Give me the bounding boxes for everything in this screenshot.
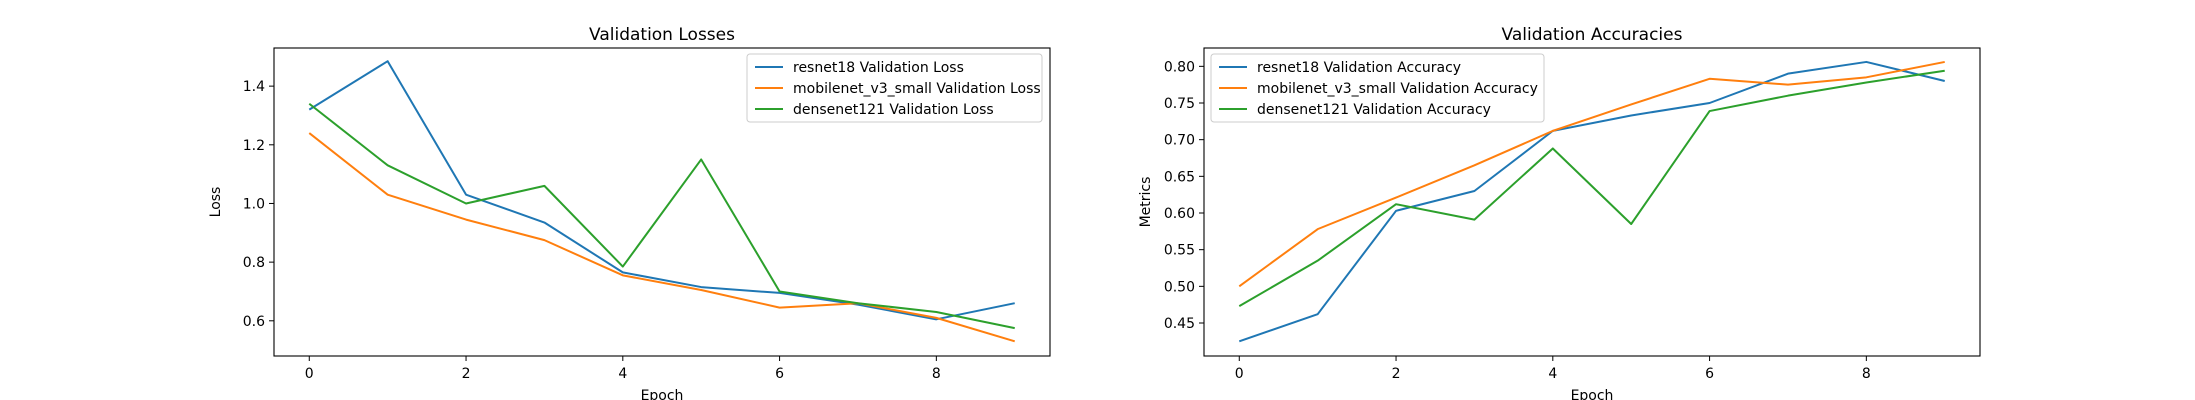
y-axis-label: Metrics (1138, 177, 1154, 228)
x-tick-label: 8 (932, 366, 941, 382)
chart-title: Validation Accuracies (1502, 25, 1683, 45)
series-line-0 (308, 60, 1015, 321)
y-tick-label: 0.6 (243, 314, 265, 330)
x-tick-label: 6 (1705, 366, 1714, 382)
x-tick-label: 6 (775, 366, 784, 382)
series-line-0 (1238, 60, 1945, 343)
x-tick-label: 2 (1392, 366, 1401, 382)
legend-entry-0: resnet18 Validation Accuracy (1257, 60, 1461, 76)
legend-entry-1: mobilenet_v3_small Validation Accuracy (1257, 81, 1538, 97)
y-tick-label: 1.2 (243, 138, 265, 154)
legend-entry-1: mobilenet_v3_small Validation Loss (793, 81, 1041, 97)
y-tick-label: 0.55 (1164, 243, 1195, 259)
series-line-1 (1238, 60, 1945, 288)
y-tick-label: 0.80 (1164, 59, 1195, 75)
axes-frame (1203, 47, 1981, 357)
series-line-2 (308, 102, 1015, 330)
legend-entry-0: resnet18 Validation Loss (793, 60, 964, 76)
x-tick-label: 0 (305, 366, 314, 382)
y-tick-label: 0.75 (1164, 96, 1195, 112)
y-axis-label: Loss (208, 187, 224, 218)
x-axis-label: Epoch (1571, 388, 1614, 400)
y-tick-label: 0.65 (1164, 169, 1195, 185)
x-tick-label: 4 (1548, 366, 1557, 382)
chart-title: Validation Losses (589, 25, 735, 45)
legend-entry-2: densenet121 Validation Accuracy (1257, 102, 1491, 118)
x-tick-label: 0 (1235, 366, 1244, 382)
y-tick-label: 0.8 (243, 255, 265, 271)
plot-area (1238, 60, 1945, 343)
y-tick-label: 1.0 (243, 196, 265, 212)
series-line-1 (308, 132, 1016, 343)
x-tick-label: 2 (462, 366, 471, 382)
x-tick-label: 4 (618, 366, 627, 382)
y-tick-label: 0.60 (1164, 206, 1195, 222)
legend: resnet18 Validation Loss mobilenet_v3_sma… (746, 53, 1043, 123)
y-tick-label: 0.50 (1164, 279, 1195, 295)
accuracies-chart: 0 2 4 6 8 0.45 0.50 0.55 0.60 0.65 0.70 0.75 0.80 Val… (1138, 25, 1981, 400)
legend-box (746, 53, 1043, 123)
losses-chart: 0 2 4 6 8 0.6 0.8 1.0 1.2 1.4 Validation Losses Epo… (208, 25, 1051, 400)
legend: resnet18 Validation Accuracy mobilenet_v3… (1210, 53, 1545, 123)
legend-entry-2: densenet121 Validation Loss (793, 102, 994, 118)
x-tick-label: 8 (1862, 366, 1871, 382)
x-axis-label: Epoch (641, 388, 684, 400)
y-tick-label: 1.4 (243, 79, 265, 95)
plot-area (308, 60, 1016, 343)
series-line-2 (1238, 69, 1945, 307)
legend-box (1210, 53, 1545, 123)
y-tick-label: 0.70 (1164, 133, 1195, 149)
y-tick-label: 0.45 (1164, 316, 1195, 332)
axes-frame (273, 47, 1051, 357)
